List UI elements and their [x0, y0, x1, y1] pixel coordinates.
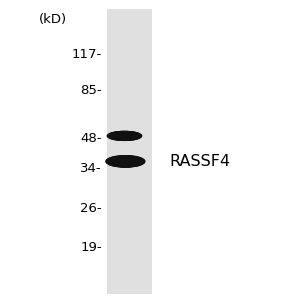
- Ellipse shape: [110, 157, 141, 166]
- Text: RASSF4: RASSF4: [169, 154, 231, 169]
- Ellipse shape: [107, 131, 142, 140]
- Ellipse shape: [106, 156, 145, 167]
- Ellipse shape: [110, 132, 139, 140]
- Ellipse shape: [109, 132, 140, 140]
- Ellipse shape: [108, 131, 141, 140]
- Text: 85-: 85-: [80, 83, 102, 97]
- Text: (kD): (kD): [38, 14, 67, 26]
- Ellipse shape: [109, 156, 142, 167]
- Ellipse shape: [108, 156, 143, 167]
- Ellipse shape: [109, 132, 140, 140]
- Ellipse shape: [107, 156, 144, 167]
- Ellipse shape: [111, 157, 140, 166]
- Ellipse shape: [110, 156, 141, 167]
- Ellipse shape: [109, 156, 142, 167]
- Text: 19-: 19-: [80, 241, 102, 254]
- Text: 26-: 26-: [80, 202, 102, 215]
- Ellipse shape: [112, 132, 137, 140]
- Ellipse shape: [106, 156, 144, 167]
- Ellipse shape: [111, 132, 138, 140]
- Ellipse shape: [107, 156, 143, 167]
- Ellipse shape: [108, 131, 141, 140]
- Ellipse shape: [110, 132, 140, 140]
- Ellipse shape: [111, 132, 138, 140]
- FancyBboxPatch shape: [106, 9, 152, 294]
- Text: 117-: 117-: [72, 47, 102, 61]
- Text: 34-: 34-: [80, 161, 102, 175]
- Text: 48-: 48-: [80, 131, 102, 145]
